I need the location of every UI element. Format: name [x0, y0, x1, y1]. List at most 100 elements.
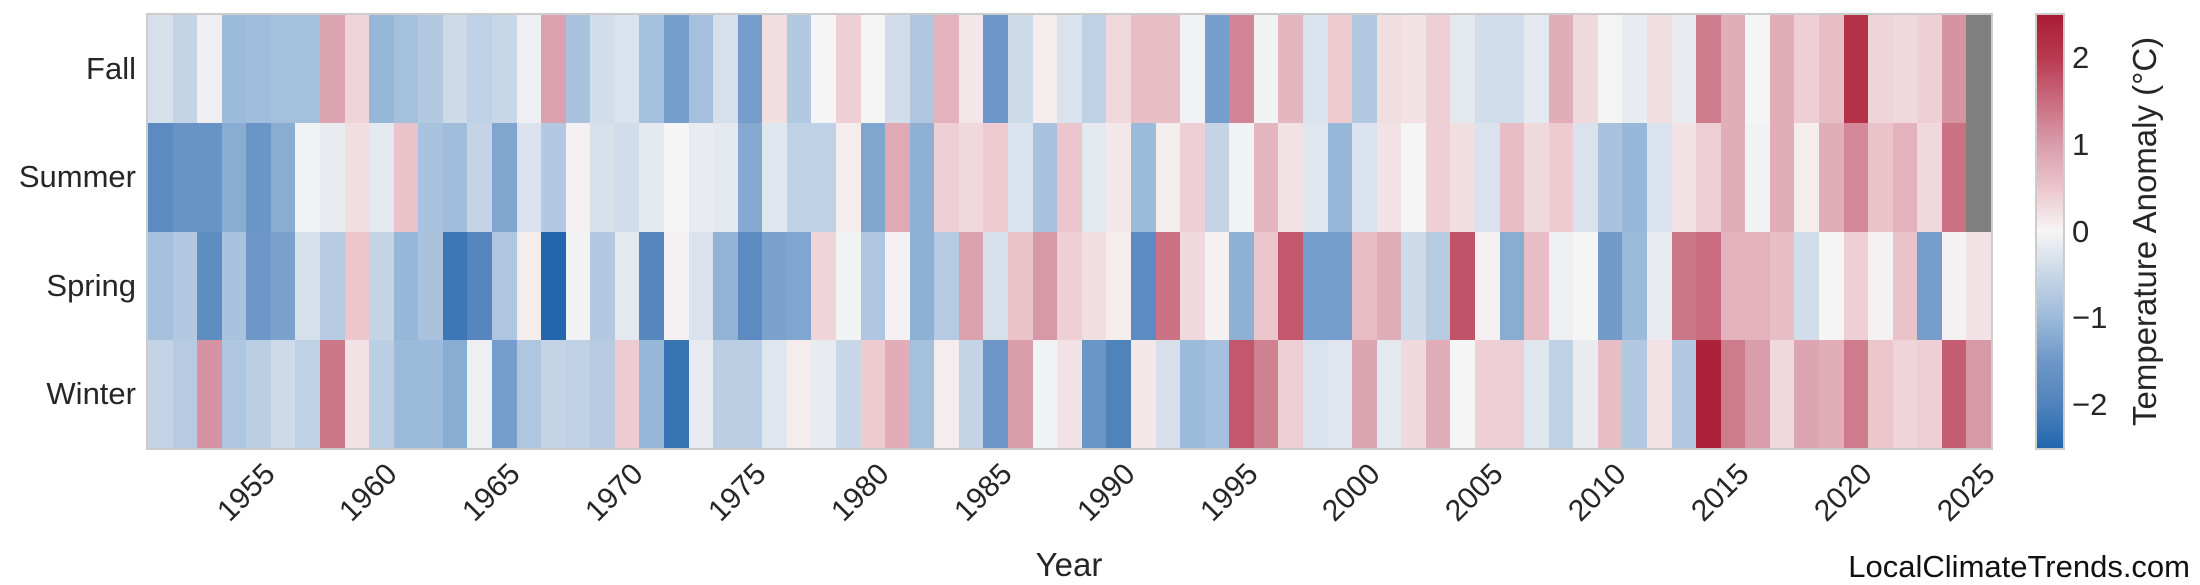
heatmap-cell: [934, 340, 959, 448]
x-tick-1970: 1970: [579, 457, 650, 528]
heatmap-cell: [345, 340, 369, 448]
heatmap-cell: [1180, 15, 1205, 123]
heatmap-cell: [1475, 123, 1500, 232]
heatmap-cell: [1819, 232, 1844, 340]
heatmap-cell: [271, 15, 295, 123]
heatmap-cell: [1303, 15, 1328, 123]
heatmap-cell: [738, 15, 762, 123]
heatmap-cell: [418, 15, 443, 123]
heatmap-cell: [1278, 123, 1303, 232]
heatmap-cell: [639, 15, 664, 123]
heatmap-cell: [1794, 232, 1819, 340]
heatmap-cell: [443, 123, 467, 232]
heatmap-cell: [1352, 340, 1377, 448]
heatmap-cell: [418, 232, 443, 340]
heatmap-cell: [1303, 123, 1328, 232]
heatmap-cell: [1475, 340, 1500, 448]
heatmap-cell: [271, 232, 295, 340]
heatmap-cell: [1770, 123, 1794, 232]
heatmap-cell: [345, 15, 369, 123]
heatmap-cell: [1008, 123, 1033, 232]
heatmap-cell: [836, 123, 861, 232]
heatmap-cell: [1033, 232, 1057, 340]
heatmap-cell: [197, 123, 222, 232]
heatmap-cell: [1672, 15, 1696, 123]
heatmap-cell: [1156, 123, 1180, 232]
heatmap-cell: [1008, 340, 1033, 448]
heatmap-cell: [1057, 15, 1082, 123]
heatmap-cell: [1598, 232, 1622, 340]
heatmap-cell: [1524, 15, 1549, 123]
heatmap-cell: [1917, 123, 1942, 232]
heatmap-cell: [1229, 232, 1254, 340]
heatmap-cell: [197, 340, 222, 448]
heatmap-cell: [320, 123, 345, 232]
x-tick-1965: 1965: [456, 457, 527, 528]
heatmap-cell: [222, 232, 246, 340]
heatmap-cell: [1647, 340, 1672, 448]
heatmap-cell: [1131, 15, 1156, 123]
heatmap-cell: [1352, 123, 1377, 232]
row-label-spring: Spring: [46, 268, 136, 303]
heatmap-cell: [1106, 232, 1131, 340]
x-tick-1980: 1980: [825, 457, 896, 528]
heatmap-cell: [885, 123, 910, 232]
heatmap-cell: [615, 340, 639, 448]
heatmap-cell: [811, 340, 836, 448]
heatmap-cell: [1868, 123, 1893, 232]
heatmap-cell: [910, 232, 934, 340]
heatmap-cell: [1622, 232, 1647, 340]
row-label-winter: Winter: [46, 376, 136, 411]
heatmap-cell: [492, 340, 517, 448]
heatmap-cell: [1131, 123, 1156, 232]
heatmap-cell: [1819, 15, 1844, 123]
heatmap-cell: [1106, 123, 1131, 232]
heatmap-cell: [615, 232, 639, 340]
heatmap-cell: [590, 232, 615, 340]
heatmap-cell: [1278, 232, 1303, 340]
heatmap-cell: [467, 15, 492, 123]
heatmap-cell: [1794, 123, 1819, 232]
heatmap-cell: [492, 15, 517, 123]
heatmap-cell: [1721, 123, 1745, 232]
heatmap-cell: [1622, 340, 1647, 448]
heatmap-cell: [1205, 123, 1229, 232]
heatmap-cell: [1156, 15, 1180, 123]
heatmap-cell: [1254, 15, 1278, 123]
heatmap-cell: [271, 340, 295, 448]
heatmap-cell: [1573, 340, 1598, 448]
heatmap-cell: [1377, 340, 1401, 448]
heatmap-cell: [762, 15, 787, 123]
heatmap-cell: [197, 15, 222, 123]
heatmap-cell: [639, 123, 664, 232]
heatmap-cell: [246, 123, 271, 232]
heatmap-cell: [1475, 15, 1500, 123]
heatmap-cell: [1180, 232, 1205, 340]
heatmap-cell: [1893, 340, 1917, 448]
colorbar-tick-2: 2: [2072, 40, 2090, 75]
heatmap-cell: [1254, 232, 1278, 340]
heatmap-cell: [394, 15, 418, 123]
heatmap-cell: [541, 340, 566, 448]
heatmap-cell: [246, 232, 271, 340]
heatmap-cell: [1819, 123, 1844, 232]
heatmap-plot-area: [146, 13, 1993, 450]
heatmap-cell: [369, 340, 394, 448]
heatmap-cell: [1278, 340, 1303, 448]
heatmap-cell: [1844, 15, 1868, 123]
heatmap-cell: [394, 232, 418, 340]
x-tick-1960: 1960: [333, 457, 404, 528]
heatmap-cell: [959, 232, 983, 340]
heatmap-cell: [1745, 123, 1770, 232]
heatmap-cell: [369, 15, 394, 123]
heatmap-cell: [1401, 340, 1426, 448]
heatmap-cell: [885, 15, 910, 123]
heatmap-cell: [664, 123, 689, 232]
heatmap-cell: [1450, 123, 1475, 232]
heatmap-cell: [1008, 232, 1033, 340]
row-label-summer: Summer: [18, 159, 136, 194]
heatmap-cell: [1180, 123, 1205, 232]
heatmap-cell: [1966, 340, 1991, 448]
heatmap-cell: [320, 340, 345, 448]
heatmap-cell: [1377, 123, 1401, 232]
